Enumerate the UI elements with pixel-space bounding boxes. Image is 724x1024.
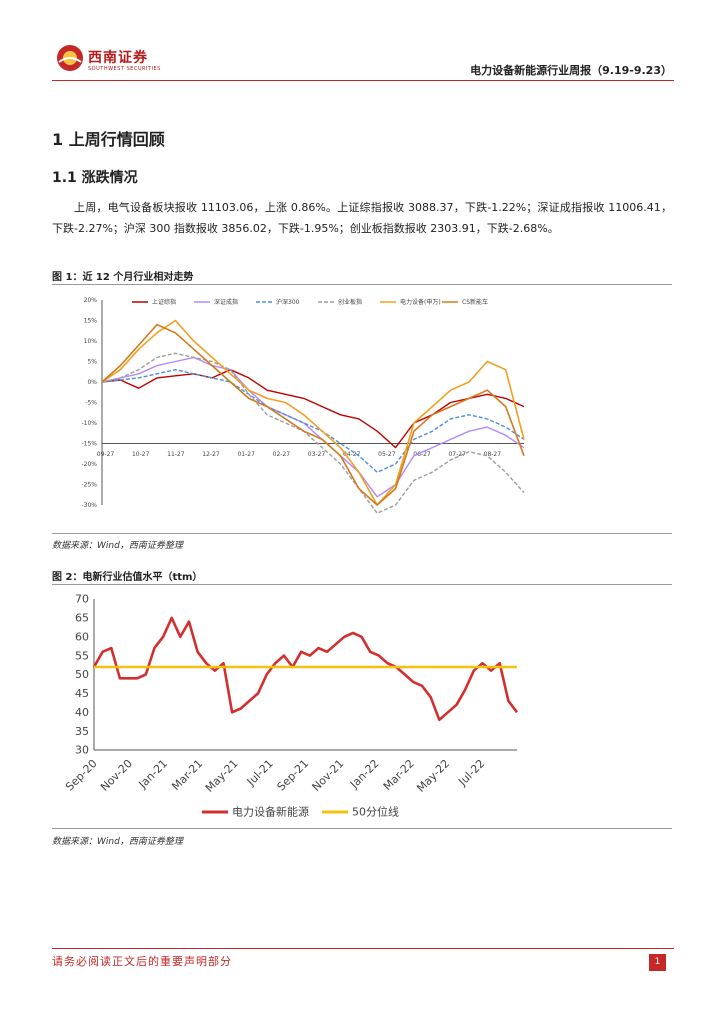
x-tick-label: 10-27 <box>132 451 150 458</box>
legend-label-5: 电力设备(申万) <box>400 298 441 306</box>
x-tick-label: Jan-21 <box>136 757 171 792</box>
y-tick-label: -30% <box>81 502 97 509</box>
figure2-top-rule <box>52 584 672 585</box>
y-tick-label: -25% <box>81 482 97 489</box>
y-tick-label: 65 <box>75 612 89 625</box>
section-title: 1 上周行情回顾 <box>52 130 165 149</box>
logo-name: 西南证券 <box>88 50 148 66</box>
x-tick-label: 01-27 <box>237 451 255 458</box>
figure2-source: 数据来源：Wind，西南证券整理 <box>52 837 183 847</box>
x-tick-label: Sep-20 <box>63 757 100 794</box>
y-tick-label: 20% <box>84 297 98 304</box>
y-tick-label: 70 <box>75 593 89 606</box>
series-line-3 <box>101 368 525 473</box>
figure1-source: 数据来源：Wind，西南证券整理 <box>52 541 183 551</box>
x-tick-label: 12-27 <box>202 451 220 458</box>
logo-subtitle: SOUTHWEST SECURITIES <box>88 66 161 72</box>
legend-label-2: 50分位线 <box>352 805 399 819</box>
legend-label-4: 创业板指 <box>338 298 362 306</box>
x-tick-label: 05-27 <box>378 451 396 458</box>
x-tick-label: 09-27 <box>97 451 115 458</box>
y-tick-label: 10% <box>84 338 98 345</box>
x-tick-label: Jul-21 <box>244 757 276 789</box>
x-tick-label: 04-27 <box>343 451 361 458</box>
header-divider <box>52 80 674 81</box>
y-tick-label: 50 <box>75 668 89 681</box>
page-number: 1 <box>649 954 666 971</box>
x-tick-label: 11-27 <box>167 451 185 458</box>
logo-icon <box>57 45 83 71</box>
figure1-title: 图 1：近 12 个月行业相对走势 <box>52 272 194 283</box>
series-line-1 <box>92 616 519 722</box>
y-tick-label: -20% <box>81 461 97 468</box>
y-tick-label: 45 <box>75 687 89 700</box>
x-tick-label: Mar-22 <box>381 757 417 793</box>
series-line-4 <box>101 352 525 514</box>
x-tick-label: May-22 <box>414 757 452 795</box>
y-tick-label: 55 <box>75 649 89 662</box>
series-line-5 <box>101 319 525 506</box>
x-tick-label: Nov-20 <box>98 757 135 794</box>
legend-label-2: 深证成指 <box>214 298 238 306</box>
subsection-title: 1.1 涨跌情况 <box>52 170 138 186</box>
x-tick-label: 06-27 <box>413 451 431 458</box>
figure2-bottom-rule <box>52 828 672 829</box>
x-tick-label: Sep-21 <box>275 757 312 794</box>
footer-divider <box>52 948 674 949</box>
y-tick-label: 30 <box>75 744 89 757</box>
figure2-title: 图 2：电新行业估值水平（ttm） <box>52 572 203 583</box>
x-tick-label: Mar-21 <box>169 757 205 793</box>
y-tick-label: 40 <box>75 706 89 719</box>
x-tick-label: 03-27 <box>308 451 326 458</box>
y-tick-label: 15% <box>84 318 98 325</box>
summary-paragraph: 上周，电气设备板块报收 11103.06，上涨 0.86%。上证综指报收 308… <box>52 201 672 235</box>
x-tick-label: Jul-22 <box>455 757 487 789</box>
legend-label-6: CS新能车 <box>462 298 488 306</box>
series-line-2 <box>101 356 525 498</box>
page-header: 西南证券 SOUTHWEST SECURITIES 电力设备新能源行业周报（9.… <box>0 0 724 84</box>
y-tick-label: -5% <box>85 400 97 407</box>
y-tick-label: 35 <box>75 725 89 738</box>
x-tick-label: 07-27 <box>448 451 466 458</box>
y-tick-label: 0% <box>87 379 97 386</box>
legend-label-1: 电力设备新能源 <box>232 805 309 819</box>
series-line-1 <box>101 368 525 449</box>
x-tick-label: Jan-22 <box>347 757 382 792</box>
y-tick-label: 60 <box>75 630 89 643</box>
y-tick-label: -10% <box>81 420 97 427</box>
x-tick-label: Nov-21 <box>310 757 347 794</box>
figure1-top-rule <box>52 284 672 285</box>
y-tick-label: 5% <box>87 359 97 366</box>
legend-label-1: 上证综指 <box>152 298 176 306</box>
x-tick-label: 02-27 <box>273 451 291 458</box>
x-tick-label: 08-27 <box>484 451 502 458</box>
series-line-6 <box>101 323 525 506</box>
disclaimer-note: 请务必阅读正文后的重要声明部分 <box>52 955 232 968</box>
report-title: 电力设备新能源行业周报（9.19-9.23） <box>470 64 672 77</box>
y-tick-label: -15% <box>81 441 97 448</box>
legend-label-3: 沪深300 <box>276 298 300 306</box>
relative-performance-chart: 20% 15% 10% 5% 0% -5% -10% -15% -20% -25% -30% 09-2… <box>81 297 525 514</box>
x-tick-label: May-21 <box>203 757 241 795</box>
figure1-bottom-rule <box>52 533 672 534</box>
